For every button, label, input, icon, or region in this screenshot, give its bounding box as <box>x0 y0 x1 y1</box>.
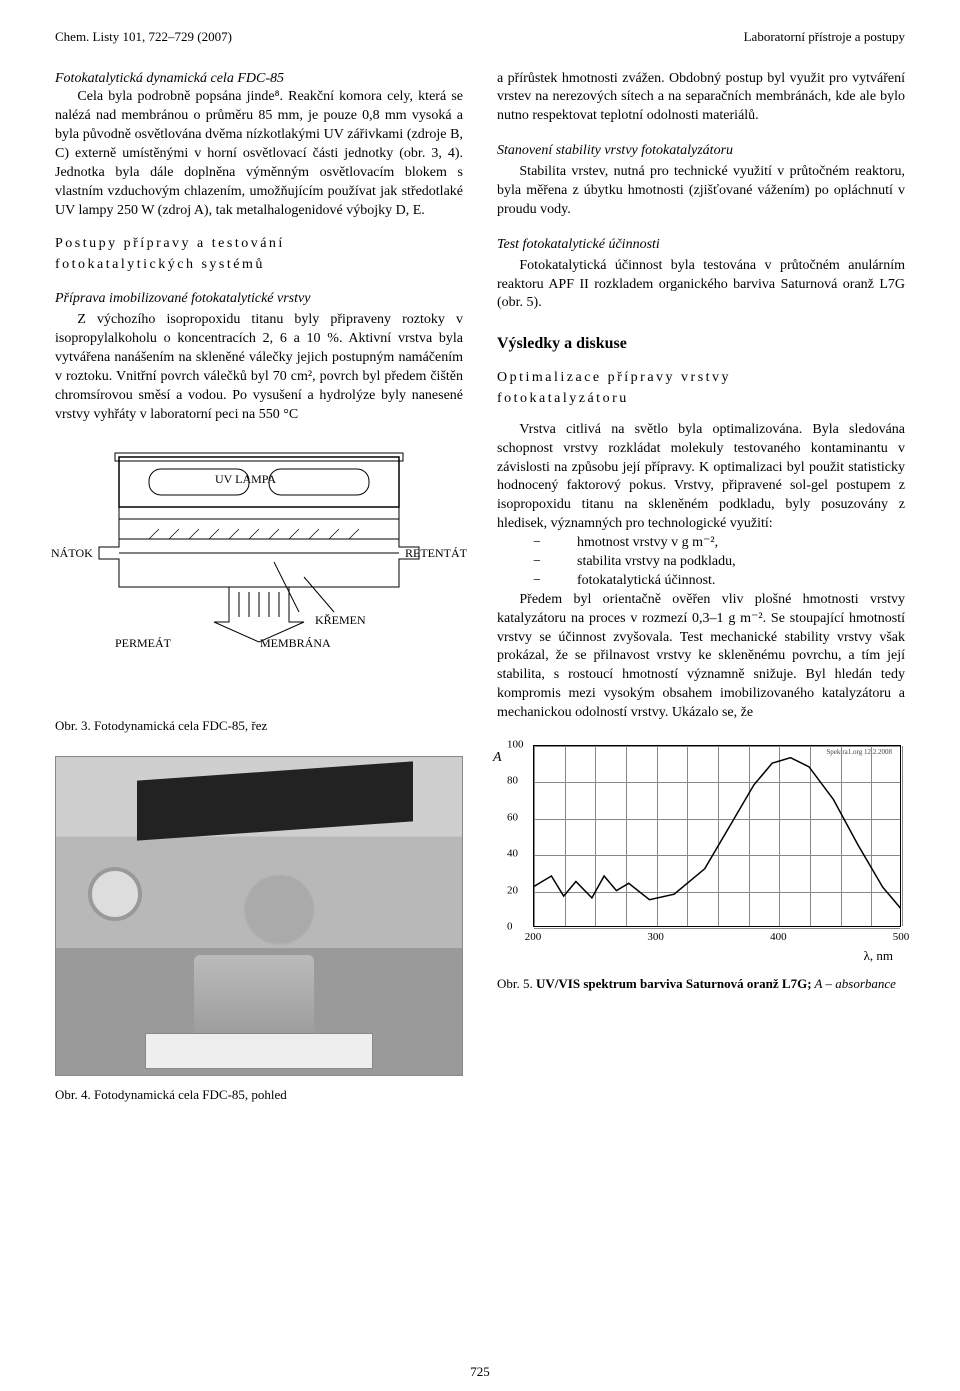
stability-subheading: Stanovení stability vrstvy fotokatalyzát… <box>497 142 905 161</box>
results-heading: Výsledky a diskuse <box>497 333 905 355</box>
optimization-paragraph: Vrstva citlivá na světlo byla optimalizo… <box>497 421 905 534</box>
list-item: −hmotnost vrstvy v g m⁻², <box>497 534 905 553</box>
chart-y-axis-label: A <box>493 749 502 768</box>
natok-label: NÁTOK <box>51 545 93 561</box>
chart-x-tick: 400 <box>770 930 787 945</box>
page-number: 725 <box>0 1363 960 1381</box>
efficiency-test-paragraph: Fotokatalytická účinnost byla testována … <box>497 257 905 314</box>
list-item: −stabilita vrstvy na podkladu, <box>497 553 905 572</box>
chart-y-tick: 60 <box>507 810 518 825</box>
procedures-heading-1: Postupy přípravy a testování <box>55 235 463 254</box>
figure-5-chart: A Spektra1.org 12.2.2008 λ, nm 020406080… <box>497 745 905 965</box>
chart-y-tick: 80 <box>507 774 518 789</box>
stability-paragraph: Stabilita vrstev, nutná pro technické vy… <box>497 163 905 220</box>
chart-x-axis-label: λ, nm <box>864 947 893 965</box>
fig5-caption-tail: A – absorbance <box>812 976 896 991</box>
membrana-label: MEMBRÁNA <box>260 635 331 651</box>
permeat-label: PERMEÁT <box>115 635 171 651</box>
figure-4-photo <box>55 756 463 1076</box>
retentat-label: RETENTÁT <box>405 545 467 561</box>
left-column: Fotokatalytická dynamická cela FDC-85 Ce… <box>55 70 463 1104</box>
right-column: a přírůstek hmotnosti zvážen. Obdobný po… <box>497 70 905 1104</box>
fdc85-paragraph: Cela byla podrobně popsána jinde⁸. Reakč… <box>55 88 463 220</box>
pressure-gauge-icon <box>88 867 142 921</box>
header-left: Chem. Listy 101, 722–729 (2007) <box>55 28 232 46</box>
uv-lampa-label: UV LAMPA <box>215 471 276 487</box>
figure-4-caption-text: Obr. 4. Fotodynamická cela FDC-85, pohle… <box>55 1087 287 1102</box>
dash-icon: − <box>497 553 577 572</box>
spectrum-curve <box>533 745 901 927</box>
dash-icon: − <box>497 534 577 553</box>
two-column-body: Fotokatalytická dynamická cela FDC-85 Ce… <box>55 70 905 1104</box>
figure-5-caption: Obr. 5. UV/VIS spektrum barviva Saturnov… <box>497 975 905 993</box>
header-right: Laboratorní přístroje a postupy <box>744 28 905 46</box>
optimization-criteria-list: −hmotnost vrstvy v g m⁻², −stabilita vrs… <box>497 534 905 591</box>
list-item-text: stabilita vrstvy na podkladu, <box>577 553 736 572</box>
fdc85-heading: Fotokatalytická dynamická cela FDC-85 <box>55 70 463 89</box>
optimization-subheading-2: fotokatalyzátoru <box>497 390 905 409</box>
list-item: −fotokatalytická účinnost. <box>497 572 905 591</box>
list-item-text: hmotnost vrstvy v g m⁻², <box>577 534 718 553</box>
figure-4-caption: Obr. 4. Fotodynamická cela FDC-85, pohle… <box>55 1086 463 1104</box>
efficiency-test-subheading: Test fotokatalytické účinnosti <box>497 236 905 255</box>
mass-gain-paragraph: a přírůstek hmotnosti zvážen. Obdobný po… <box>497 70 905 127</box>
chart-y-tick: 20 <box>507 883 518 898</box>
fdc85-lamp-housing <box>137 762 413 841</box>
running-header: Chem. Listy 101, 722–729 (2007) Laborato… <box>55 28 905 46</box>
chart-y-tick: 0 <box>507 920 513 935</box>
figure-3-caption: Obr. 3. Fotodynamická cela FDC-85, řez <box>55 717 463 735</box>
fdc85-cell-body <box>194 955 314 1045</box>
layer-prep-subheading: Příprava imobilizované fotokatalytické v… <box>55 290 463 309</box>
pre-test-paragraph: Předem byl orientačně ověřen vliv plošné… <box>497 591 905 723</box>
optimization-subheading-1: Optimalizace přípravy vrstvy <box>497 369 905 388</box>
balance-base <box>145 1033 372 1069</box>
procedures-heading-2: fotokatalytických systémů <box>55 256 463 275</box>
chart-x-tick: 300 <box>647 930 664 945</box>
dash-icon: − <box>497 572 577 591</box>
fig5-caption-bold: UV/VIS spektrum barviva Saturnová oranž … <box>536 976 812 991</box>
layer-prep-paragraph: Z výchozího isopropoxidu titanu byly při… <box>55 311 463 424</box>
chart-y-tick: 40 <box>507 847 518 862</box>
fig5-caption-prefix: Obr. 5. <box>497 976 536 991</box>
chart-x-tick: 500 <box>893 930 910 945</box>
chart-y-tick: 100 <box>507 738 524 753</box>
figure-3-diagram: UV LAMPA NÁTOK RETENTÁT PERMEÁT KŘEMEN M… <box>55 447 463 707</box>
chart-x-tick: 200 <box>525 930 542 945</box>
list-item-text: fotokatalytická účinnost. <box>577 572 715 591</box>
kremen-label: KŘEMEN <box>315 612 366 628</box>
